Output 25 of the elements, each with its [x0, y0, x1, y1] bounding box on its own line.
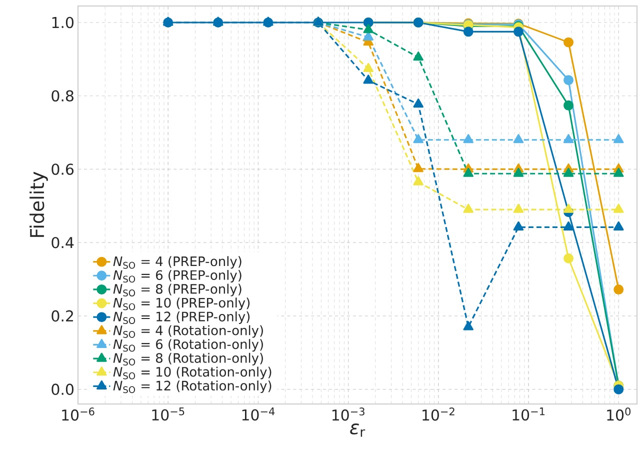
y-tick-label: 0.6 [52, 164, 74, 175]
y-tick-label: 0.0 [52, 384, 74, 395]
legend-label: N$_{SO}$ = 12 (Rotation-only) [113, 380, 272, 394]
legend-label: N$_{SO}$ = 10 (PREP-only) [113, 298, 250, 310]
legend-label: N$_{SO}$ = 12 (PREP-only) [113, 311, 250, 324]
x-tick-label: 10$^{−5}$ [152, 408, 184, 421]
x-tick-label: 10$^{−2}$ [422, 408, 454, 421]
y-axis-title: Fidelity [30, 172, 48, 237]
x-tick-label: 10$^{−1}$ [512, 408, 545, 421]
y-tick-label: 0.4 [52, 236, 74, 248]
y-tick-label: 0.2 [52, 310, 73, 322]
x-tick-label: 10$^{−4}$ [242, 408, 275, 421]
x-tick-label: 10$^{0}$ [607, 408, 630, 421]
y-tick-label: 0.8 [52, 90, 74, 102]
legend-label: N$_{SO}$ = 10 (Rotation-only) [113, 366, 272, 380]
legend-label: N$_{SO}$ = 4 (Rotation-only) [113, 325, 263, 338]
y-tick-label: 1.0 [52, 16, 74, 28]
x-tick-label: 10$^{−3}$ [332, 408, 364, 421]
legend-label: N$_{SO}$ = 6 (Rotation-only) [113, 339, 263, 352]
legend-label: N$_{SO}$ = 8 (PREP-only) [113, 284, 242, 296]
legend-label: N$_{SO}$ = 4 (PREP-only) [113, 256, 242, 269]
x-axis-title: ε$_{r}$ [350, 424, 366, 437]
x-tick-label: 10$^{−6}$ [62, 408, 94, 421]
legend-label: N$_{SO}$ = 6 (PREP-only) [113, 270, 242, 283]
legend-label: N$_{SO}$ = 8 (Rotation-only) [113, 352, 263, 366]
